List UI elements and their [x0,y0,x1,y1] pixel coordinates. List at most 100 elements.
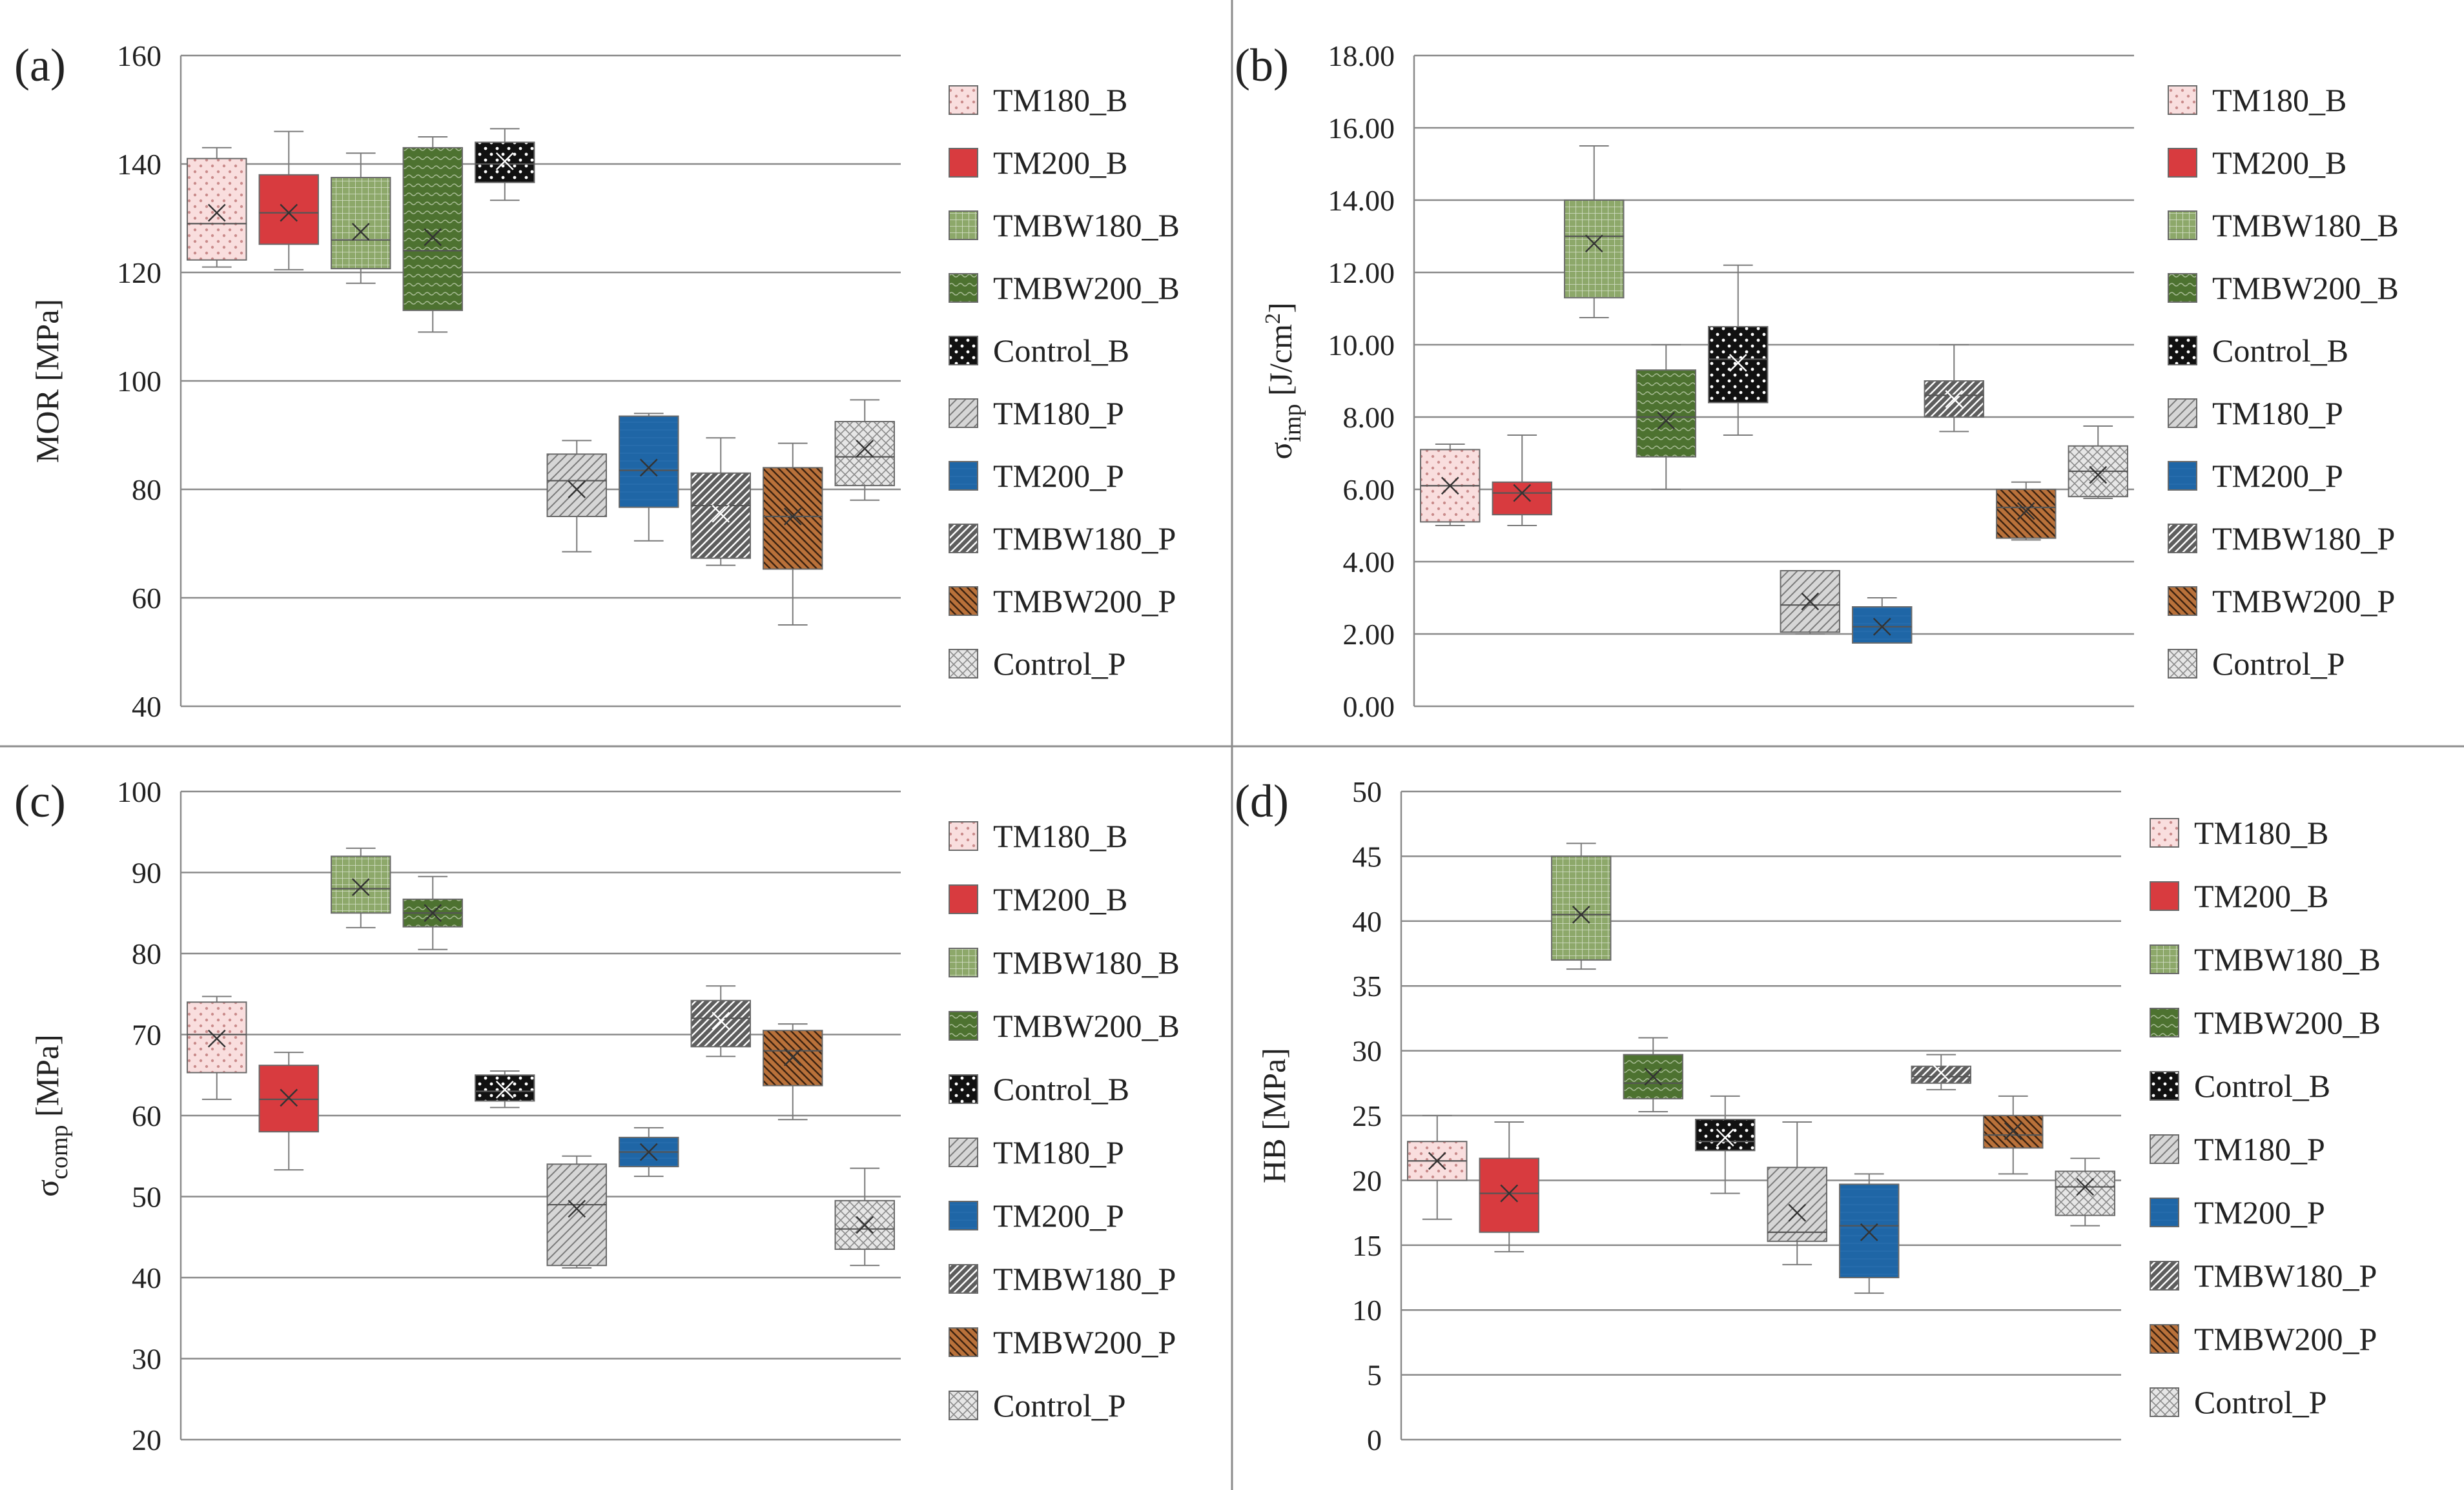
box-control-b[interactable] [1695,1095,1756,1194]
box-tm180-p[interactable] [1767,1121,1827,1265]
box-tmbw180-p[interactable] [1911,1054,1971,1090]
box-tmbw200-b-mean-marker [424,904,442,923]
legend-item-tm180-b-swatch-outline [949,821,978,851]
legend-item-tmbw180-b[interactable]: TMBW180_B [949,207,1180,243]
legend-item-tm180-b[interactable]: TM180_B [949,82,1127,118]
box-control-b[interactable] [1708,264,1769,436]
box-control-p[interactable] [834,1167,895,1267]
legend-item-tmbw200-b[interactable]: TMBW200_B [949,1008,1180,1044]
legend-item-tmbw200-p[interactable]: TMBW200_P [949,583,1176,619]
box-tmbw200-b[interactable] [1623,1037,1683,1112]
box-control-p[interactable] [834,399,895,501]
legend-item-tmbw180-p[interactable]: TMBW180_P [2150,1258,2377,1294]
box-tmbw200-p[interactable] [1983,1095,2044,1175]
box-tm180-p[interactable] [546,440,607,553]
legend-item-tmbw200-p-label: TMBW200_P [993,583,1176,619]
box-tm180-b[interactable] [1420,444,1481,526]
legend-item-tmbw180-b-swatch-outline [2168,210,2197,240]
legend-item-tm180-p[interactable]: TM180_P [949,395,1124,431]
box-tm200-p-pattern [619,416,679,507]
legend-item-tm200-b[interactable]: TM200_B [2168,145,2346,181]
box-tmbw200-p[interactable] [1996,481,2057,541]
legend-item-tmbw200-p[interactable]: TMBW200_P [2150,1321,2377,1357]
legend-item-tm180-p[interactable]: TM180_P [2168,395,2343,431]
legend-item-tmbw180-b[interactable]: TMBW180_B [2150,941,2381,977]
box-tmbw180-b[interactable] [1564,145,1625,318]
legend-item-tm180-b[interactable]: TM180_B [2168,82,2346,118]
legend-item-tm180-p-swatch-pattern [949,399,978,427]
legend-item-tmbw180-p[interactable]: TMBW180_P [949,520,1176,556]
box-tm180-b[interactable] [1407,1115,1468,1220]
legend-item-control-b[interactable]: Control_B [949,1071,1129,1107]
box-tm200-p[interactable] [1852,597,1913,644]
legend-item-tm200-p[interactable]: TM200_P [949,458,1124,494]
box-tmbw200-b[interactable] [402,875,463,950]
box-control-p[interactable] [2068,425,2128,499]
y-tick-label: 10.00 [1328,329,1395,362]
legend-item-control-p-swatch-outline [949,649,978,679]
legend-item-control-b[interactable]: Control_B [2168,332,2348,369]
box-tm180-p[interactable] [546,1155,607,1269]
legend-item-tm200-p[interactable]: TM200_P [2168,458,2343,494]
legend-item-control-p[interactable]: Control_P [2168,646,2345,682]
box-tm200-b[interactable] [1492,434,1552,526]
legend-item-tmbw200-b[interactable]: TMBW200_B [2150,1005,2381,1041]
legend-item-tm200-b[interactable]: TM200_B [949,881,1127,917]
box-control-b[interactable] [475,1070,535,1108]
legend-item-control-b[interactable]: Control_B [2150,1068,2330,1104]
legend-item-tm200-p[interactable]: TM200_P [949,1198,1124,1234]
legend-item-tm200-b[interactable]: TM200_B [2150,878,2328,914]
box-tmbw180-b[interactable] [1551,842,1612,970]
box-tmbw180-p[interactable] [1924,344,1984,433]
box-tm180-b[interactable] [187,147,247,268]
box-tm200-p[interactable] [619,413,679,542]
box-tm200-b[interactable] [258,1052,319,1171]
legend-item-tm180-p[interactable]: TM180_P [2150,1131,2325,1167]
box-tmbw200-b[interactable] [402,136,463,333]
box-tmbw180-p[interactable] [690,985,751,1057]
box-tm180-b[interactable] [187,995,247,1100]
box-tm200-b[interactable] [1479,1121,1539,1252]
box-tmbw200-p[interactable] [763,442,823,626]
legend-item-control-p[interactable]: Control_P [949,646,1126,682]
box-tmbw200-b[interactable] [1636,344,1696,490]
legend-item-tm180-p-swatch-outline [949,398,978,428]
legend-item-tm180-b[interactable]: TM180_B [949,818,1127,854]
legend-item-tm180-b[interactable]: TM180_B [2150,815,2328,851]
box-tmbw180-p[interactable] [690,437,751,566]
box-tm200-b-fill [259,174,318,245]
legend-item-tmbw180-b[interactable]: TMBW180_B [949,944,1180,981]
box-control-p[interactable] [2055,1158,2115,1227]
legend-item-tmbw200-p-swatch-outline [2168,586,2197,616]
legend-item-tmbw180-b[interactable]: TMBW180_B [2168,207,2399,243]
legend-item-tm200-b-swatch-outline [2150,881,2179,911]
legend-item-tmbw200-p[interactable]: TMBW200_P [949,1324,1176,1360]
legend-item-tmbw180-p-label: TMBW180_P [993,520,1176,556]
box-tmbw180-p-mean-marker [712,1012,730,1030]
legend-item-tmbw200-p-label: TMBW200_P [993,1324,1176,1360]
legend-item-tm200-b[interactable]: TM200_B [949,145,1127,181]
box-control-b[interactable] [475,128,535,201]
legend-item-control-p[interactable]: Control_P [2150,1384,2327,1420]
legend-item-tm180-p[interactable]: TM180_P [949,1134,1124,1170]
legend-item-control-b-label: Control_B [993,1071,1129,1107]
box-tm200-p[interactable] [1839,1173,1900,1294]
legend-item-tmbw200-p[interactable]: TMBW200_P [2168,583,2395,619]
legend-item-tm200-b-swatch-outline [949,148,978,178]
box-tmbw200-p[interactable] [763,1023,823,1121]
legend-item-tm200-p[interactable]: TM200_P [2150,1194,2325,1230]
legend-item-tm180-b-swatch-pattern [2150,819,2179,847]
legend-item-tmbw200-b[interactable]: TMBW200_B [2168,270,2399,306]
box-tm200-p[interactable] [619,1127,679,1178]
box-tm180-p[interactable] [1780,570,1840,635]
legend-item-tmbw200-b[interactable]: TMBW200_B [949,270,1180,306]
legend-item-tmbw180-p[interactable]: TMBW180_P [949,1261,1176,1297]
box-tmbw180-p-outline [1924,380,1984,418]
box-tm200-b[interactable] [258,130,319,270]
legend-item-tmbw180-p[interactable]: TMBW180_P [2168,520,2395,556]
legend-item-tmbw180-p-swatch-pattern [949,1265,978,1293]
box-tmbw180-b[interactable] [331,152,391,284]
box-tmbw180-b[interactable] [331,847,391,928]
legend-item-control-b[interactable]: Control_B [949,332,1129,369]
legend-item-control-p[interactable]: Control_P [949,1387,1126,1424]
